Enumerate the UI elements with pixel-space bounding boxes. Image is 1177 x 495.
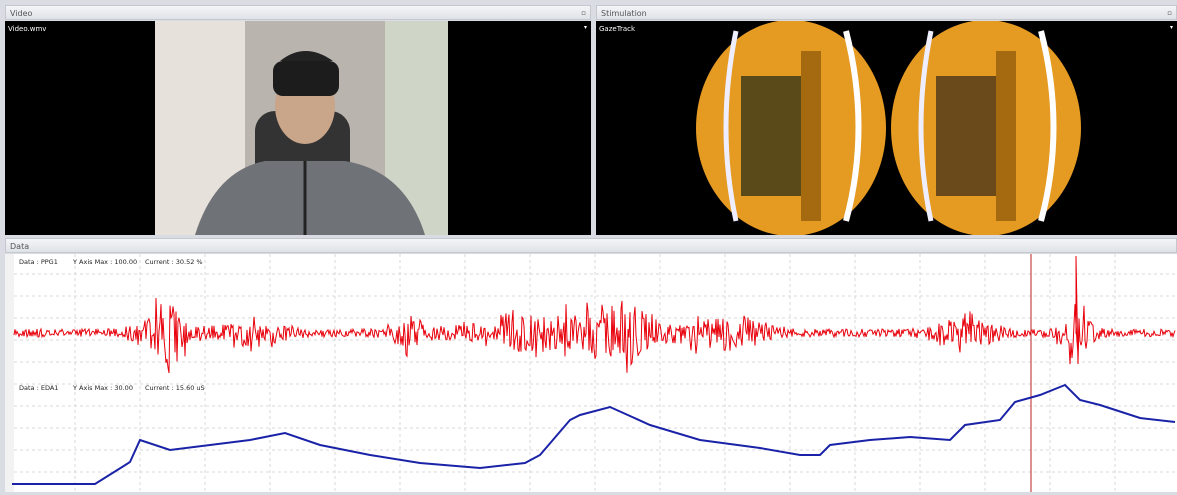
pin-button[interactable]: ▫ (581, 9, 586, 17)
channel-ymax: Y Axis Max : 30.00 (72, 384, 133, 392)
data-header: Data (5, 238, 1177, 253)
pin-button[interactable]: ▫ (1167, 9, 1172, 17)
channel-name: Data : PPG1 (19, 258, 58, 266)
panel-title: Video (10, 9, 33, 18)
channel-current: Current : 15.60 uS (145, 384, 205, 392)
channel-name: Data : EDA1 (19, 384, 58, 392)
stimulus-frame (696, 21, 1081, 235)
stimulation-panel: GazeTrack ▾ (596, 21, 1177, 235)
ppg-trace (13, 255, 1176, 374)
channel-current: Current : 30.52 % (145, 258, 203, 266)
video-frame (155, 21, 448, 235)
stimulation-header: Stimulation ▫ (596, 5, 1177, 20)
data-plot: Data : PPG1 Y Axis Max : 100.00 Current … (5, 254, 1177, 492)
panel-title: Data (10, 242, 30, 251)
channel-ymax: Y Axis Max : 100.00 (72, 258, 137, 266)
stimulation-source: GazeTrack (599, 25, 636, 33)
video-panel: Video.wmv ▾ (5, 21, 591, 235)
panel-title: Stimulation (601, 9, 647, 18)
video-file: Video.wmv (8, 25, 47, 33)
video-header: Video ▫ (5, 5, 591, 20)
